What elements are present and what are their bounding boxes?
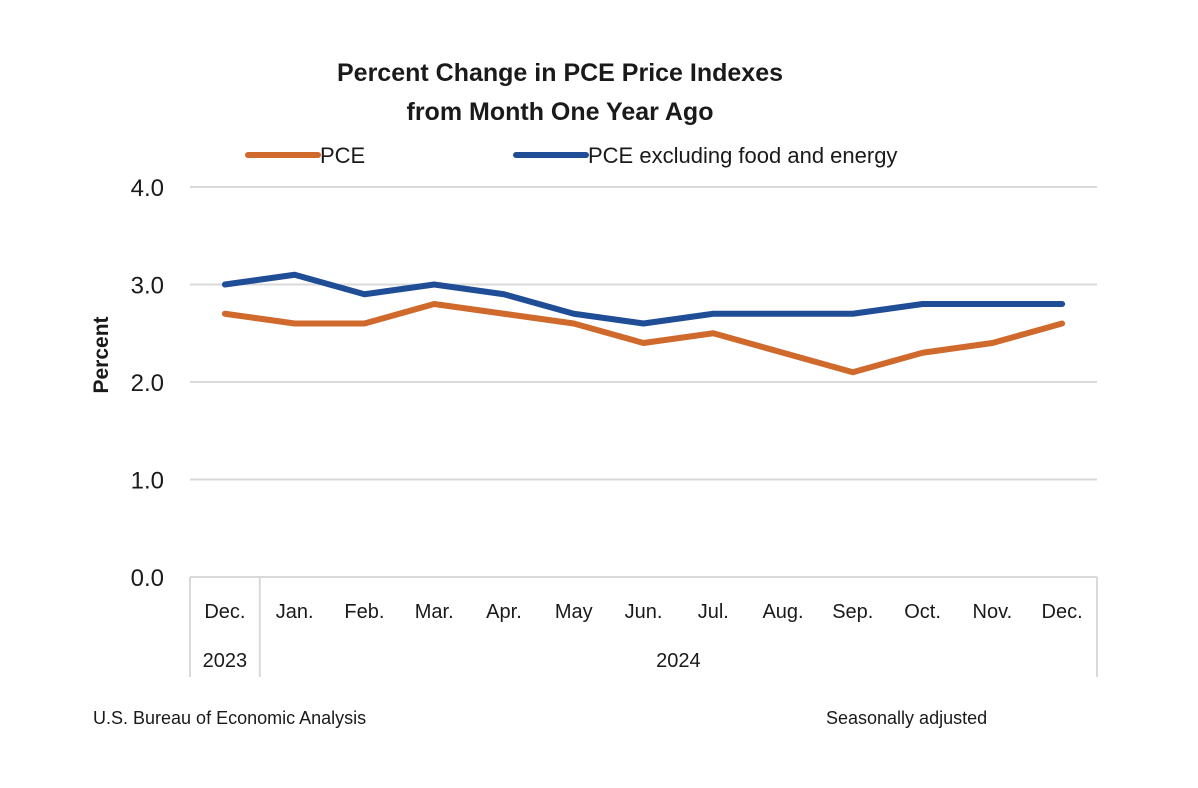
year-group-label: 2023	[203, 650, 248, 672]
source-note: U.S. Bureau of Economic Analysis	[93, 708, 367, 728]
legend-label: PCE	[320, 143, 365, 168]
y-tick-label: 0.0	[131, 565, 164, 592]
series-line-core-pce	[221, 271, 1066, 327]
x-tick-label: Jul.	[698, 601, 729, 623]
y-tick-label: 2.0	[131, 370, 164, 397]
x-tick-label: Dec.	[204, 601, 245, 623]
chart-title: Percent Change in PCE Price Indexes	[337, 59, 783, 87]
legend-label: PCE excluding food and energy	[588, 143, 897, 168]
x-tick-label: Oct.	[904, 601, 941, 623]
x-tick-label: Nov.	[973, 601, 1013, 623]
x-tick-label: May	[555, 601, 593, 623]
series-line-pce	[221, 301, 1066, 376]
x-tick-label: Mar.	[415, 601, 454, 623]
y-tick-label: 3.0	[131, 273, 164, 300]
x-tick-label: Jun.	[625, 601, 663, 623]
x-tick-label: Jan.	[276, 601, 314, 623]
x-tick-label: Apr.	[486, 601, 522, 623]
chart-subtitle: from Month One Year Ago	[406, 98, 714, 126]
y-tick-label: 4.0	[131, 175, 164, 202]
adjustment-note: Seasonally adjusted	[826, 708, 988, 728]
y-axis-label: Percent	[90, 316, 113, 393]
y-tick-label: 1.0	[131, 468, 164, 495]
x-tick-label: Sep.	[832, 601, 873, 623]
x-tick-label: Dec.	[1042, 601, 1083, 623]
year-group-label: 2024	[656, 650, 701, 672]
x-tick-label: Feb.	[344, 601, 384, 623]
x-tick-label: Aug.	[762, 601, 803, 623]
